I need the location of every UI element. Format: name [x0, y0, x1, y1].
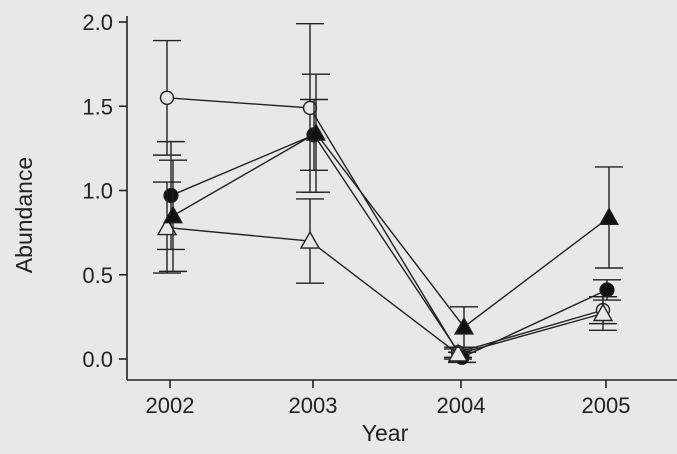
x-tick-label: 2003	[289, 393, 338, 418]
data-point	[447, 343, 469, 362]
x-tick-label: 2004	[437, 393, 486, 418]
data-point	[305, 122, 327, 141]
data-point	[299, 230, 321, 249]
series-line	[166, 97, 604, 354]
y-tick-label: 0.5	[82, 263, 113, 288]
series-open-circle	[153, 22, 617, 360]
data-point	[599, 282, 615, 298]
x-tick-label: 2005	[582, 393, 631, 418]
series-line	[172, 132, 610, 328]
y-axis-label: Abundance	[11, 157, 37, 273]
series-open-triangle	[153, 181, 617, 362]
data-point	[163, 187, 179, 204]
data-point	[156, 217, 178, 236]
y-tick-label: 1.0	[82, 179, 113, 204]
data-point	[598, 207, 620, 226]
y-tick-label: 0.0	[82, 347, 113, 372]
series-line	[170, 134, 608, 359]
data-point	[162, 205, 184, 224]
axes: 0.0 0.5 1.0 1.5 2.0 2002 2003 2004 2005	[82, 10, 677, 418]
data-point	[592, 303, 614, 322]
series-filled-triangle	[159, 73, 623, 348]
data-point	[159, 90, 175, 106]
x-axis-label: Year	[362, 420, 409, 446]
y-tick-label: 2.0	[82, 10, 113, 35]
y-tick-label: 1.5	[82, 94, 113, 119]
series-line	[166, 226, 604, 355]
series-layer	[153, 22, 623, 365]
data-point	[453, 316, 475, 335]
x-tick-label: 2002	[146, 393, 195, 418]
